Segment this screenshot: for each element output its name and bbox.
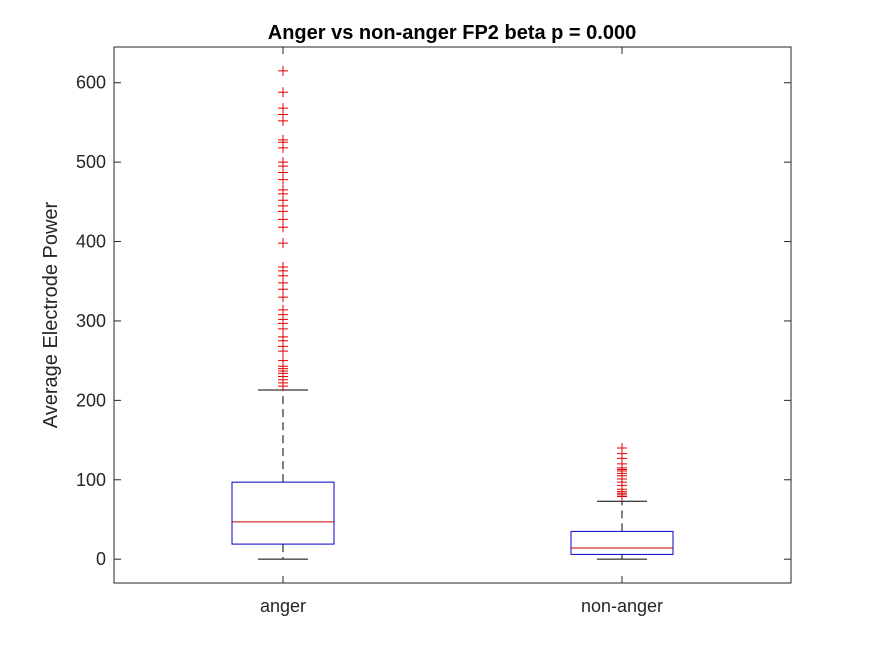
plot-area-frame	[113, 46, 792, 584]
outlier-marker	[278, 65, 288, 76]
y-tick-label: 600	[76, 73, 106, 93]
outlier-marker	[278, 134, 288, 145]
outlier-marker	[278, 87, 288, 98]
outlier-marker	[617, 443, 627, 454]
box-non-anger	[570, 443, 674, 560]
y-tick-label: 200	[76, 390, 106, 410]
x-tick-label: anger	[260, 596, 306, 616]
interquartile-box	[570, 530, 674, 555]
y-axis-label: Average Electrode Power	[40, 201, 62, 428]
box-anger	[231, 65, 335, 560]
outlier-marker	[278, 184, 288, 195]
y-axis: 0 100 200 300 400 500 600	[76, 73, 791, 569]
chart-title: Anger vs non-anger FP2 beta p = 0.000	[268, 22, 636, 44]
boxes-layer	[231, 65, 674, 560]
y-tick-label: 400	[76, 232, 106, 252]
outlier-marker	[278, 261, 288, 272]
y-tick-label: 100	[76, 470, 106, 490]
outlier-marker	[278, 103, 288, 114]
y-tick-label: 0	[96, 549, 106, 569]
outlier-marker	[278, 157, 288, 168]
outlier-marker	[278, 238, 288, 249]
outliers	[617, 443, 627, 502]
x-tick-label: non-anger	[581, 596, 663, 616]
outlier-marker	[278, 304, 288, 315]
y-tick-label: 500	[76, 152, 106, 172]
interquartile-box	[231, 481, 335, 545]
outlier-marker	[278, 355, 288, 366]
y-tick-label: 300	[76, 311, 106, 331]
outliers	[278, 65, 288, 392]
x-axis: anger non-anger	[260, 47, 663, 616]
